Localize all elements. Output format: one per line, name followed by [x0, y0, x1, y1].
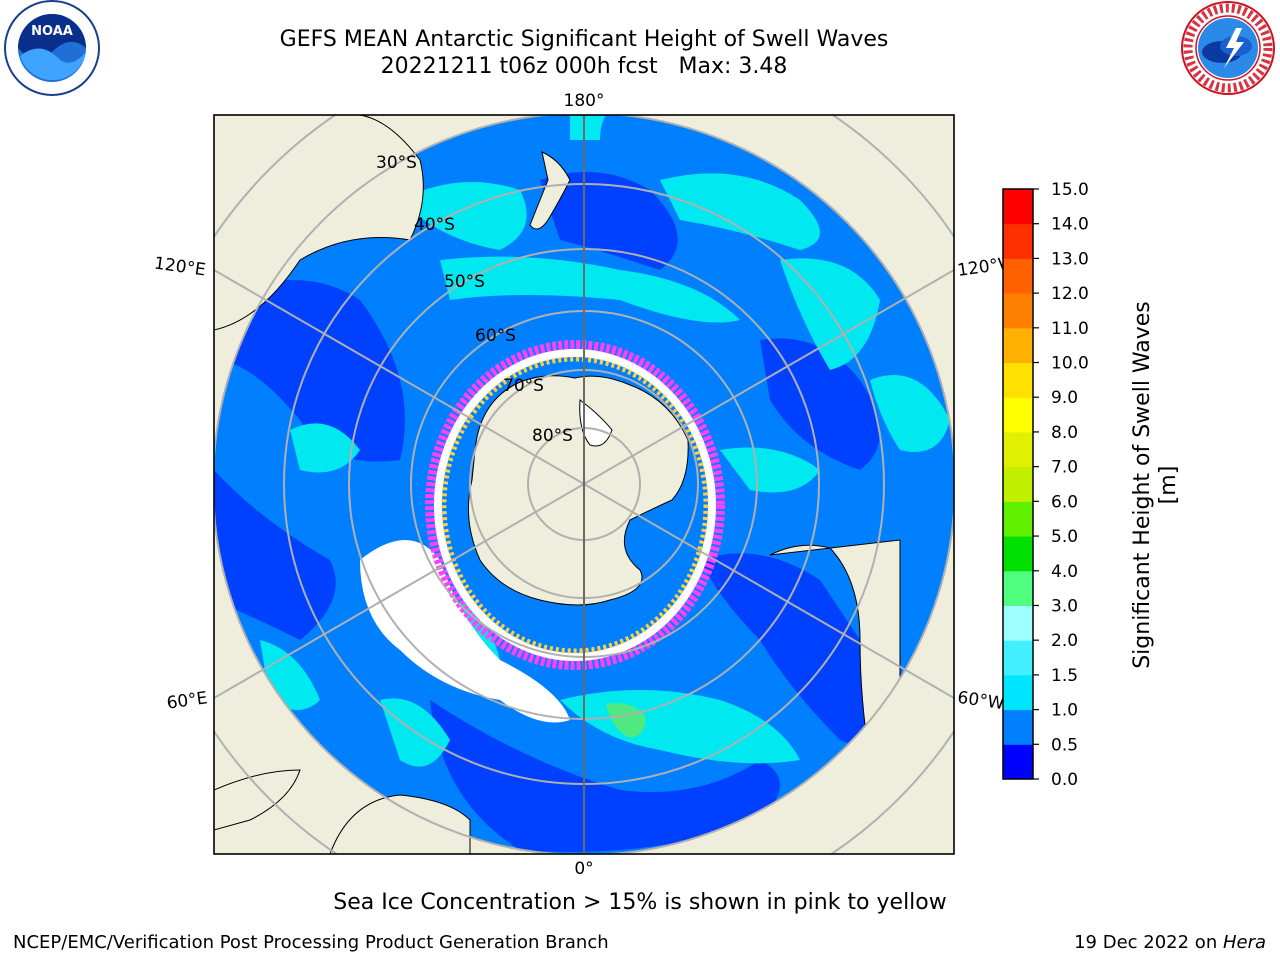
- colorbar-segment: [1003, 466, 1033, 502]
- colorbar-segment: [1003, 223, 1033, 259]
- colorbar-tick-label: 0.5: [1051, 735, 1078, 755]
- noaa-logo-icon: NOAA: [4, 0, 100, 96]
- parallel-label-50s: 50°S: [444, 272, 485, 292]
- colorbar-segment: [1003, 431, 1033, 468]
- colorbar-segment: [1003, 293, 1033, 329]
- colorbar-tick-label: 12.0: [1051, 284, 1089, 304]
- footer-branch: NCEP/EMC/Verification Post Processing Pr…: [13, 932, 609, 953]
- colorbar-title: Significant Height of Swell Waves [m]: [1130, 301, 1181, 669]
- colorbar-tick-label: 11.0: [1051, 319, 1089, 339]
- colorbar-tick-label: 14.0: [1051, 215, 1089, 235]
- colorbar-segment: [1003, 258, 1033, 294]
- colorbar-tick-label: 5.0: [1051, 527, 1078, 547]
- chart-title: GEFS MEAN Antarctic Significant Height o…: [279, 27, 889, 52]
- map-frame: [213, 114, 955, 855]
- colorbar-tick-label: 15.0: [1051, 180, 1089, 200]
- noaa-logo-text: NOAA: [31, 24, 73, 39]
- parallel-label-30s: 30°S: [376, 153, 417, 173]
- colorbar-segment: [1003, 570, 1033, 606]
- caption: Sea Ice Concentration > 15% is shown in …: [333, 890, 947, 915]
- colorbar-segment: [1003, 674, 1033, 711]
- meridian-label-180: 180°: [564, 91, 605, 111]
- colorbar-segment: [1003, 327, 1033, 364]
- colorbar-tick-label: 0.0: [1051, 770, 1078, 790]
- colorbar-segment: [1003, 397, 1033, 433]
- colorbar-tick-label: 2.0: [1051, 631, 1078, 651]
- parallel-label-40s: 40°S: [414, 215, 455, 235]
- new-zealand-land: [529, 151, 571, 230]
- colorbar-tick-label: 3.0: [1051, 596, 1078, 616]
- colorbar-tick-label: 4.0: [1051, 562, 1078, 582]
- colorbar-tick-label: 10.0: [1051, 354, 1089, 374]
- parallel-label-80s: 80°S: [532, 426, 573, 446]
- colorbar-segment: [1003, 189, 1033, 225]
- colorbar-tick-label: 1.5: [1051, 666, 1078, 686]
- meridian-label-120e: 120°E: [153, 253, 207, 280]
- antarctica-land: [467, 375, 689, 606]
- colorbar-segment: [1003, 362, 1033, 398]
- parallel-label-60s: 60°S: [475, 326, 516, 346]
- colorbar-segment: [1003, 605, 1033, 641]
- colorbar-segment: [1003, 640, 1033, 676]
- colorbar-tick-label: 6.0: [1051, 492, 1078, 512]
- colorbar-tick-label: 7.0: [1051, 458, 1078, 478]
- footer-date: 19 Dec 2022 on Hera: [1074, 932, 1266, 953]
- meridian-label-60e: 60°E: [166, 688, 209, 713]
- colorbar-segment: [1003, 709, 1033, 745]
- colorbar-tick-label: 1.0: [1051, 701, 1078, 721]
- sea-ice-inner: [441, 356, 709, 654]
- meridian-label-60w: 60°W: [956, 688, 1005, 714]
- footer-date-text: 19 Dec 2022 on: [1074, 932, 1223, 953]
- nws-logo-icon: [1181, 1, 1275, 95]
- colorbar-segment: [1003, 501, 1033, 537]
- parallel-label-70s: 70°S: [503, 376, 544, 396]
- colorbar-tick-label: 8.0: [1051, 423, 1078, 443]
- meridian-label-0: 0°: [574, 859, 593, 879]
- colorbar-tick-label: 9.0: [1051, 388, 1078, 408]
- colorbar-frame: [1002, 188, 1034, 780]
- colorbar: 0.0 0.5 1.0 1.5 2.0 3.0 4.0 5.0 6.0 7.0 8.0 9.0 10.0…: [1002, 180, 1089, 790]
- footer-host: Hera: [1222, 932, 1266, 953]
- chart-subtitle: 20221211 t06z 000h fcst Max: 3.48: [380, 54, 788, 79]
- africa-land: [329, 794, 471, 854]
- colorbar-segment: [1003, 744, 1033, 780]
- madagascar-land: [214, 769, 301, 831]
- colorbar-tick-label: 13.0: [1051, 249, 1089, 269]
- sea-ice-edge: [425, 340, 725, 670]
- colorbar-segment: [1003, 536, 1033, 572]
